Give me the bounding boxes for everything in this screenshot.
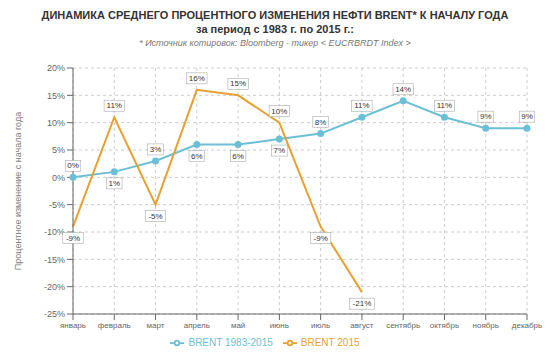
svg-text:январь: январь bbox=[60, 321, 86, 330]
svg-text:3%: 3% bbox=[150, 145, 162, 154]
svg-text:-21%: -21% bbox=[353, 299, 372, 308]
svg-text:0%: 0% bbox=[67, 161, 79, 170]
svg-text:11%: 11% bbox=[107, 101, 122, 110]
svg-text:16%: 16% bbox=[189, 74, 205, 83]
svg-text:-5%: -5% bbox=[148, 212, 162, 221]
html-text:ДИНАМИКА СРЕДНЕГО ПРОЦЕНТНОГО: ДИНАМИКА СРЕДНЕГО ПРОЦЕНТНОГО ИЗМЕНЕНИЯ … bbox=[41, 9, 509, 21]
svg-text:-15%: -15% bbox=[44, 255, 65, 265]
html-text:BRENT 1983-2015: BRENT 1983-2015 bbox=[188, 336, 273, 348]
svg-text:сентябрь: сентябрь bbox=[386, 321, 420, 330]
svg-text:1%: 1% bbox=[108, 179, 120, 188]
svg-text:9%: 9% bbox=[521, 112, 533, 121]
svg-text:15%: 15% bbox=[47, 91, 65, 101]
svg-text:-25%: -25% bbox=[44, 309, 65, 319]
svg-text:20%: 20% bbox=[47, 63, 65, 73]
svg-text:-5%: -5% bbox=[49, 200, 65, 210]
svg-text:9%: 9% bbox=[480, 112, 492, 121]
svg-text:10%: 10% bbox=[271, 107, 287, 116]
svg-text:май: май bbox=[231, 321, 245, 330]
svg-text:Процентное изменение с начала: Процентное изменение с начала года bbox=[13, 112, 23, 270]
svg-text:8%: 8% bbox=[315, 118, 327, 127]
svg-text:15%: 15% bbox=[230, 79, 246, 88]
html-text:BRENT 2015: BRENT 2015 bbox=[300, 336, 360, 348]
svg-text:14%: 14% bbox=[395, 85, 411, 94]
svg-text:июль: июль bbox=[311, 321, 330, 330]
svg-text:5%: 5% bbox=[52, 145, 65, 155]
svg-text:-10%: -10% bbox=[44, 227, 65, 237]
svg-text:-9%: -9% bbox=[314, 234, 328, 243]
html-text:за период с 1983 г. по 2015 г.: за период с 1983 г. по 2015 г.: bbox=[196, 23, 354, 35]
svg-text:11%: 11% bbox=[437, 101, 452, 110]
svg-text:апрель: апрель bbox=[184, 321, 210, 330]
svg-text:февраль: февраль bbox=[98, 321, 131, 330]
svg-text:-20%: -20% bbox=[44, 282, 65, 292]
svg-text:6%: 6% bbox=[232, 152, 244, 161]
svg-text:7%: 7% bbox=[274, 146, 286, 155]
svg-text:август: август bbox=[350, 321, 374, 330]
svg-text:март: март bbox=[147, 321, 165, 330]
svg-text:-9%: -9% bbox=[66, 234, 80, 243]
svg-text:декабрь: декабрь bbox=[512, 321, 542, 330]
html-text:* Источник котировок: Bloomber: * Источник котировок: Bloomberg - тикер … bbox=[139, 38, 411, 48]
svg-text:11%: 11% bbox=[354, 101, 369, 110]
svg-text:октябрь: октябрь bbox=[430, 321, 459, 330]
svg-text:ноябрь: ноябрь bbox=[473, 321, 499, 330]
svg-text:0%: 0% bbox=[52, 173, 65, 183]
svg-text:июнь: июнь bbox=[270, 321, 289, 330]
svg-text:10%: 10% bbox=[47, 118, 65, 128]
svg-text:6%: 6% bbox=[191, 152, 203, 161]
